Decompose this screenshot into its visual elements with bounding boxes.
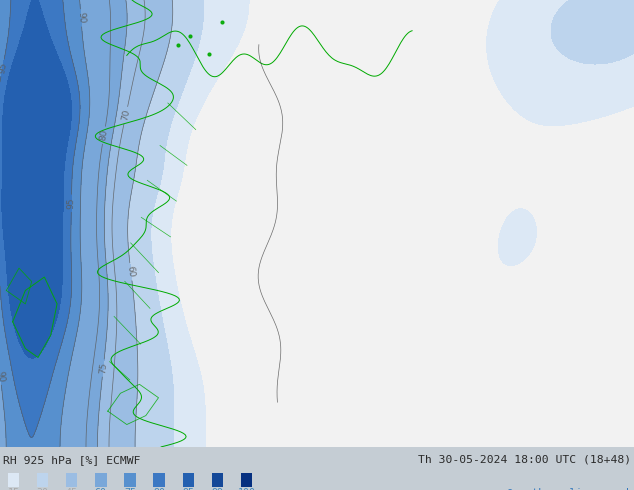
Text: 95: 95: [67, 197, 76, 209]
Text: 100: 100: [238, 488, 256, 490]
Text: 80: 80: [98, 129, 109, 142]
Bar: [124, 473, 136, 487]
Text: 60: 60: [126, 266, 136, 278]
Text: Th 30-05-2024 18:00 UTC (18+48): Th 30-05-2024 18:00 UTC (18+48): [418, 455, 631, 465]
Text: 95: 95: [0, 61, 8, 74]
Text: 75: 75: [98, 362, 108, 374]
Text: 90: 90: [0, 370, 6, 382]
Bar: [241, 473, 252, 487]
Text: 15: 15: [8, 488, 19, 490]
Text: 30: 30: [37, 488, 48, 490]
Text: 75: 75: [124, 488, 136, 490]
Bar: [95, 473, 107, 487]
Text: 90: 90: [76, 12, 86, 24]
Bar: [183, 473, 194, 487]
Text: ©weatheronline.co.uk: ©weatheronline.co.uk: [507, 488, 632, 490]
Text: 95: 95: [183, 488, 194, 490]
Bar: [37, 473, 48, 487]
Text: 99: 99: [212, 488, 223, 490]
Bar: [66, 473, 77, 487]
Text: RH 925 hPa [%] ECMWF: RH 925 hPa [%] ECMWF: [3, 455, 141, 465]
Text: 45: 45: [66, 488, 77, 490]
Bar: [153, 473, 165, 487]
Text: 70: 70: [120, 109, 131, 122]
Text: 60: 60: [95, 488, 107, 490]
Text: 90: 90: [153, 488, 165, 490]
Bar: [8, 473, 19, 487]
Bar: [212, 473, 223, 487]
